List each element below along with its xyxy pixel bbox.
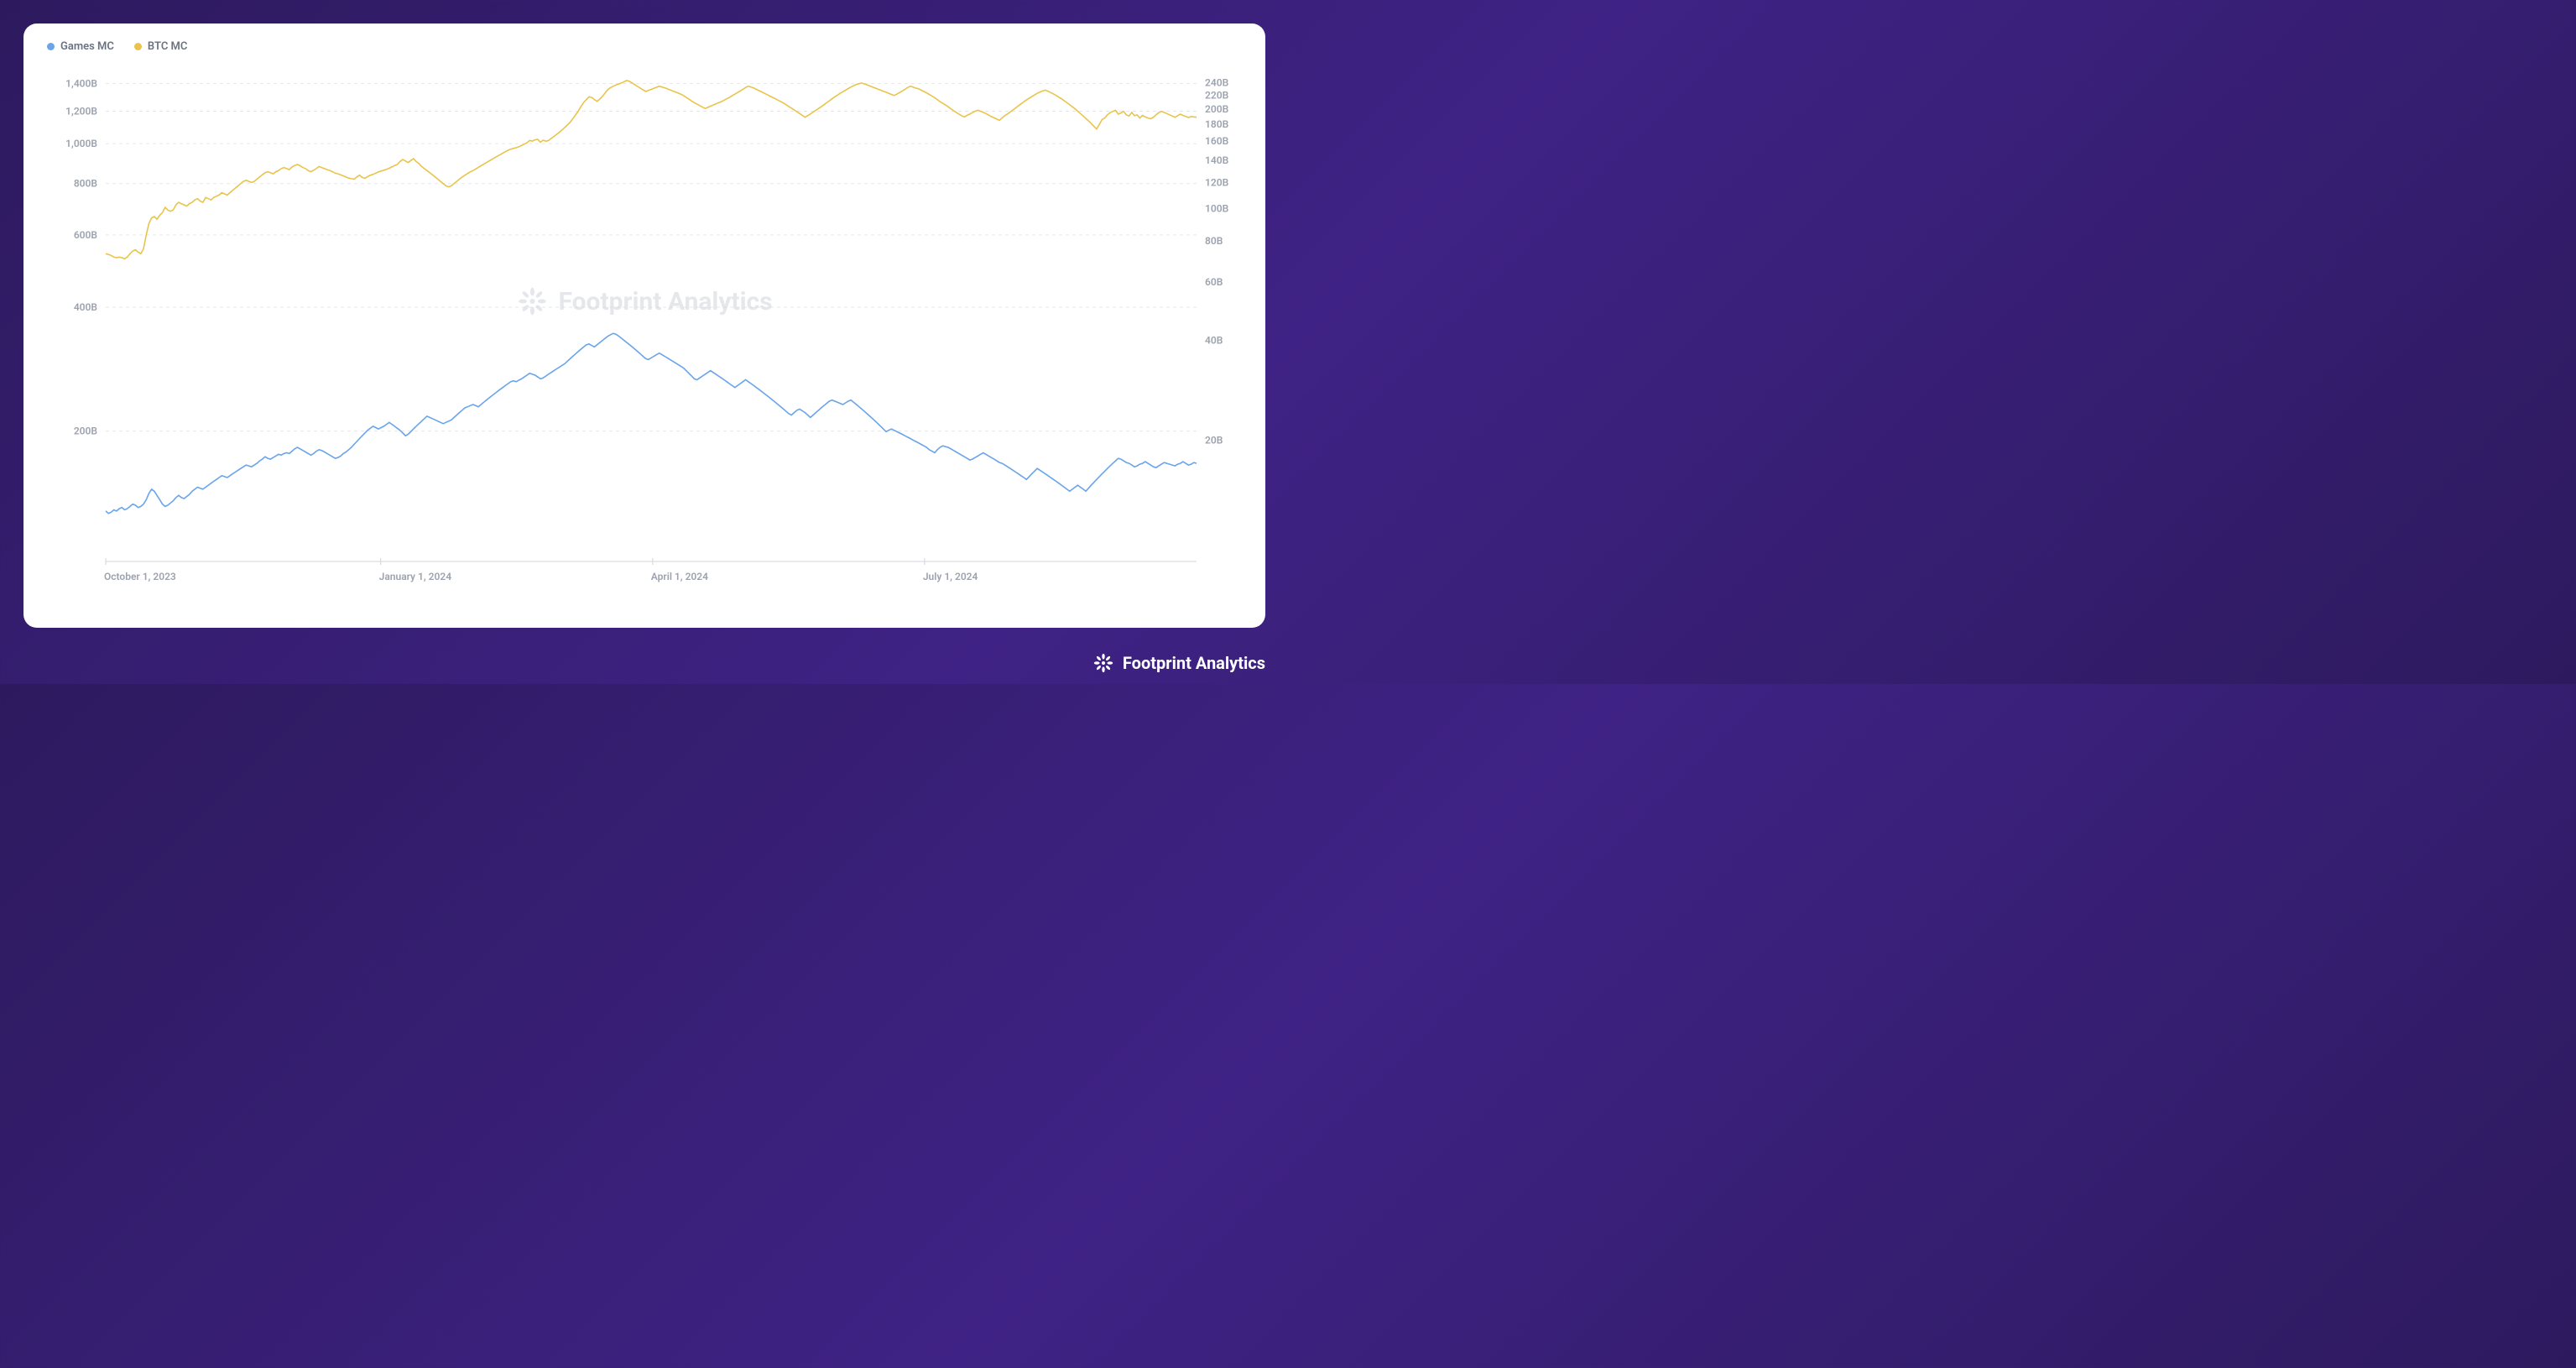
legend-item-btc[interactable]: BTC MC [134,40,188,53]
svg-text:140B: 140B [1205,154,1229,166]
svg-text:1,000B: 1,000B [65,138,97,149]
chart-card: Games MC BTC MC Footpri [23,23,1265,628]
legend-dot-games [47,43,55,50]
footer-brand: Footprint Analytics [1092,652,1265,674]
svg-text:400B: 400B [74,301,98,313]
svg-text:April 1, 2024: April 1, 2024 [651,571,708,582]
legend-item-games[interactable]: Games MC [47,40,114,53]
svg-text:240B: 240B [1205,77,1229,89]
svg-text:200B: 200B [74,426,98,437]
legend-label-games: Games MC [60,40,114,53]
svg-text:160B: 160B [1205,135,1229,147]
svg-text:120B: 120B [1205,176,1229,188]
legend-label-btc: BTC MC [148,40,188,53]
footer-burst-icon [1092,652,1114,674]
svg-text:20B: 20B [1205,434,1223,446]
legend-dot-btc [134,43,142,50]
svg-text:January 1, 2024: January 1, 2024 [379,571,452,582]
line-chart-svg: 200B 400B 600B 800B 1,000B 1,200B 1,400B 20B 40… [47,60,1242,597]
svg-text:220B: 220B [1205,90,1229,102]
chart-series [106,81,1197,514]
svg-text:180B: 180B [1205,118,1229,130]
chart-gridlines [106,84,1197,431]
svg-text:200B: 200B [1205,103,1229,115]
footer-brand-text: Footprint Analytics [1123,653,1265,673]
svg-text:October 1, 2023: October 1, 2023 [104,571,176,582]
y-axis-right-labels: 20B 40B 60B 80B 100B 120B 140B 160B 180B 200B220B… [1205,77,1229,446]
svg-text:40B: 40B [1205,335,1223,347]
x-axis: October 1, 2023 January 1, 2024 April 1, 2… [104,558,1197,582]
svg-text:600B: 600B [74,229,98,241]
chart-area[interactable]: Footprint Analytics 200B400B600B800B1,00… [47,60,1242,597]
y-axis-left-labels: 200B 400B 600B 800B 1,000B 1,200B 1,400B [65,78,97,437]
svg-text:1,200B: 1,200B [65,105,97,117]
svg-text:1,400B: 1,400B [65,78,97,90]
svg-text:80B: 80B [1205,235,1223,247]
svg-text:100B: 100B [1205,203,1229,215]
svg-text:800B: 800B [74,178,98,190]
svg-text:60B: 60B [1205,276,1223,288]
svg-text:July 1, 2024: July 1, 2024 [923,571,978,582]
legend: Games MC BTC MC [47,40,1242,53]
